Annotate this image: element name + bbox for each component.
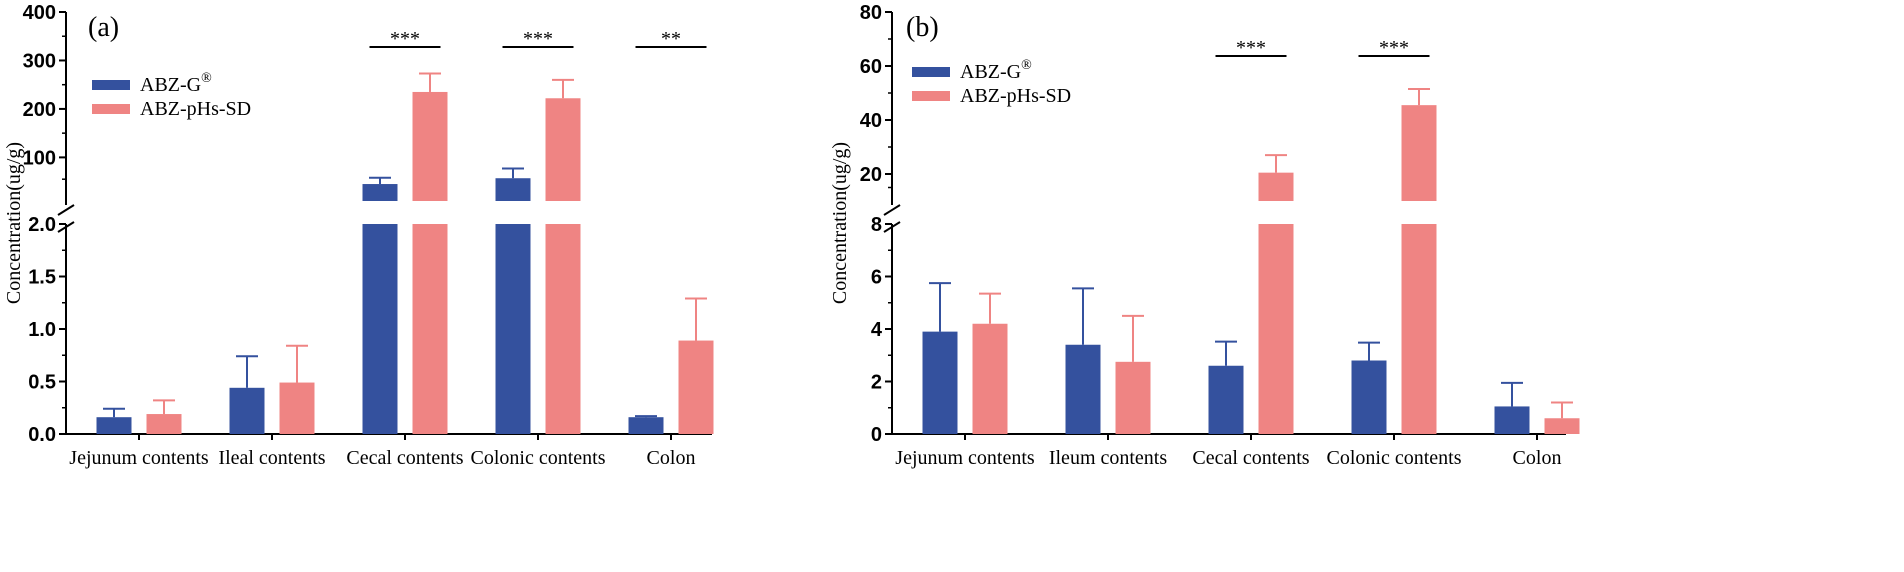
bar-abz-g	[96, 417, 132, 434]
x-tick-label: Colon	[1513, 447, 1562, 469]
bar-abz-phs-sd	[146, 414, 182, 434]
bar-abz-phs-sd-upper	[545, 98, 581, 201]
y-tick-label: 2	[871, 372, 882, 394]
x-tick-label: Colonic contents	[471, 447, 606, 469]
bar-abz-g	[1494, 406, 1530, 434]
bar-abz-phs-sd-lower	[412, 224, 448, 434]
x-tick-label: Colonic contents	[1327, 447, 1462, 469]
significance-label: ***	[1379, 37, 1409, 59]
x-tick-label: Jejunum contents	[895, 447, 1035, 469]
y-tick-label: 300	[23, 50, 56, 72]
y-tick-label: 400	[23, 2, 56, 24]
x-tick-label: Cecal contents	[1192, 447, 1309, 469]
bar-abz-phs-sd	[678, 340, 714, 434]
y-tick-label: 1.5	[28, 267, 56, 289]
bar-abz-phs-sd	[279, 382, 315, 434]
legend: ABZ-G®ABZ-pHs-SD	[912, 58, 1071, 107]
significance-label: ***	[1236, 37, 1266, 59]
y-tick-label: 40	[860, 110, 882, 132]
legend-label-abz-g-base: ABZ-G	[960, 61, 1021, 83]
bar-abz-phs-sd-upper	[412, 91, 448, 201]
panel-label: (a)	[88, 12, 119, 43]
panel-label: (b)	[906, 12, 939, 43]
y-tick-label: 200	[23, 99, 56, 121]
legend-label-abz-phs-sd: ABZ-pHs-SD	[960, 85, 1071, 107]
bar-abz-g	[229, 387, 265, 434]
y-tick-label: 8	[871, 214, 882, 236]
y-axis-label: Concentration(ug/g)	[829, 142, 851, 304]
bar-abz-g-lower	[495, 224, 531, 434]
legend-label-abz-g: ABZ-G®	[960, 58, 1032, 83]
bar-abz-g	[1351, 360, 1387, 434]
bar-abz-g	[1065, 344, 1101, 434]
bar-abz-g-upper	[495, 178, 531, 201]
legend-registered-mark: ®	[201, 71, 212, 86]
bar-abz-g	[922, 331, 958, 434]
chart-panel-b: 0 2 4 6 8 20 40 60 80 Concentration(ug/g) (b) Jejun…	[829, 2, 1580, 469]
x-tick-label: Jejunum contents	[69, 447, 209, 469]
y-tick-label: 0.5	[28, 372, 56, 394]
y-tick-label: 100	[23, 147, 56, 169]
legend-label-abz-phs-sd: ABZ-pHs-SD	[140, 98, 251, 120]
bar-abz-phs-sd-lower	[1401, 224, 1437, 434]
legend: ABZ-G®ABZ-pHs-SD	[92, 71, 251, 120]
bar-abz-g-upper	[362, 184, 398, 201]
x-tick-label: Ileal contents	[218, 447, 325, 469]
legend-label-abz-g: ABZ-G®	[140, 71, 212, 96]
bar-abz-phs-sd	[1544, 418, 1580, 434]
x-tick-label: Colon	[647, 447, 696, 469]
bar-abz-phs-sd-lower	[545, 224, 581, 434]
legend-swatch-abz-g	[912, 67, 950, 77]
legend-swatch-abz-phs-sd	[912, 91, 950, 101]
chart-panel-a: 0.0 0.5 1.0 1.5 2.0 100 200 300 400 Concentration…	[3, 2, 714, 469]
x-tick-label: Ileum contents	[1049, 447, 1168, 469]
y-axis-label: Concentration(ug/g)	[3, 142, 25, 304]
legend-swatch-abz-g	[92, 80, 130, 90]
y-tick-label: 2.0	[28, 214, 56, 236]
y-tick-label: 80	[860, 2, 882, 24]
y-tick-label: 20	[860, 164, 882, 186]
bar-abz-phs-sd	[1115, 361, 1151, 434]
bar-abz-g-lower	[362, 224, 398, 434]
axis-break-mark	[57, 221, 75, 233]
x-tick-label: Cecal contents	[346, 447, 463, 469]
legend-swatch-abz-phs-sd	[92, 104, 130, 114]
y-tick-label: 0	[871, 424, 882, 446]
axis-break-mark	[883, 221, 901, 233]
axis-break-mark	[883, 204, 901, 216]
legend-registered-mark: ®	[1021, 58, 1032, 73]
bar-abz-phs-sd-lower	[1258, 224, 1294, 434]
y-tick-label: 1.0	[28, 319, 56, 341]
significance-label: ***	[390, 28, 420, 50]
bar-abz-g	[1208, 365, 1244, 434]
legend-label-abz-g-base: ABZ-G	[140, 74, 201, 96]
significance-label: ***	[523, 28, 553, 50]
y-tick-label: 6	[871, 267, 882, 289]
bar-abz-phs-sd-upper	[1258, 172, 1294, 201]
axis-break-mark	[57, 204, 75, 216]
significance-label: **	[661, 28, 681, 50]
bar-abz-phs-sd-upper	[1401, 105, 1437, 201]
bar-abz-phs-sd	[972, 323, 1008, 434]
bar-abz-g	[628, 417, 664, 434]
y-tick-label: 0.0	[28, 424, 56, 446]
y-tick-label: 60	[860, 56, 882, 78]
y-tick-label: 4	[871, 319, 883, 341]
